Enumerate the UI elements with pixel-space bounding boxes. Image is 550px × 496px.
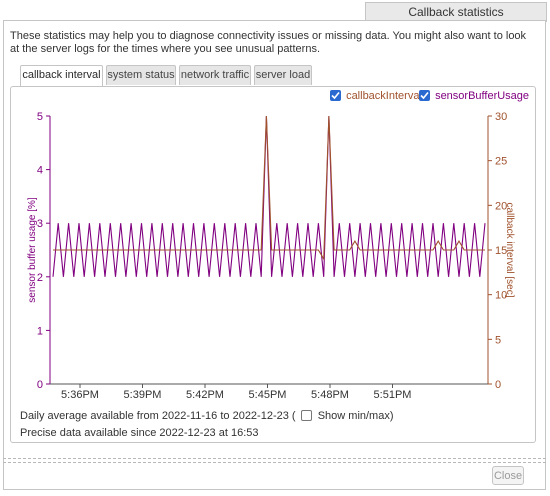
chart-panel bbox=[10, 86, 536, 443]
left-axis-title: sensor buffer usage [%] bbox=[27, 197, 38, 303]
x-tick-label: 5:39PM bbox=[124, 389, 162, 401]
x-tick-label: 5:45PM bbox=[249, 389, 287, 401]
dialog-title-tab: Callback statistics bbox=[365, 2, 547, 22]
right-tick-label: 20 bbox=[495, 200, 507, 212]
tab-system-status[interactable]: system status bbox=[106, 65, 176, 85]
sensor-legend-label: sensorBufferUsage bbox=[435, 90, 530, 102]
left-tick-label: 2 bbox=[37, 272, 43, 284]
callback-statistics-dialog bbox=[3, 20, 546, 490]
right-tick-label: 10 bbox=[495, 290, 507, 302]
sensor-checkbox[interactable] bbox=[419, 90, 430, 101]
right-tick-label: 30 bbox=[495, 111, 507, 123]
right-tick-label: 0 bbox=[495, 379, 501, 391]
close-button[interactable]: Close bbox=[492, 466, 524, 485]
left-tick-label: 0 bbox=[37, 379, 43, 391]
callback-checkbox[interactable] bbox=[330, 90, 341, 101]
right-axis-title: callback interval [sec] bbox=[504, 202, 515, 297]
right-tick-label: 15 bbox=[495, 245, 507, 257]
tab-network-traffic[interactable]: network traffic bbox=[179, 65, 251, 85]
series-line-callbackInterval bbox=[53, 115, 485, 261]
callback-legend-label: callbackInterval bbox=[346, 90, 422, 102]
left-tick-label: 4 bbox=[37, 165, 43, 177]
legend-sensor[interactable]: sensorBufferUsage bbox=[419, 90, 529, 104]
divider bbox=[3, 462, 546, 463]
right-tick-label: 5 bbox=[495, 334, 501, 346]
legend-callback[interactable]: callbackInterval bbox=[330, 90, 422, 104]
x-tick-label: 5:42PM bbox=[186, 389, 224, 401]
tab-server-load[interactable]: server load bbox=[254, 65, 312, 85]
right-tick-label: 25 bbox=[495, 156, 507, 168]
x-tick-label: 5:48PM bbox=[311, 389, 349, 401]
left-tick-label: 5 bbox=[37, 111, 43, 123]
tab-callback-interval[interactable]: callback interval bbox=[20, 65, 103, 87]
precise-data-text: Precise data available since 2022-12-23 … bbox=[20, 427, 259, 439]
show-minmax-label: Show min/max) bbox=[317, 410, 394, 422]
daily-average-text: Daily average available from 2022-11-16 … bbox=[20, 410, 394, 422]
x-tick-label: 5:36PM bbox=[61, 389, 99, 401]
intro-text: These statistics may help you to diagnos… bbox=[10, 30, 527, 55]
left-tick-label: 3 bbox=[37, 218, 43, 230]
x-tick-label: 5:51PM bbox=[374, 389, 412, 401]
left-tick-label: 1 bbox=[37, 325, 43, 337]
divider bbox=[3, 458, 546, 459]
show-minmax-checkbox[interactable] bbox=[300, 410, 312, 421]
daily-average-label: Daily average available from 2022-11-16 … bbox=[20, 410, 296, 422]
